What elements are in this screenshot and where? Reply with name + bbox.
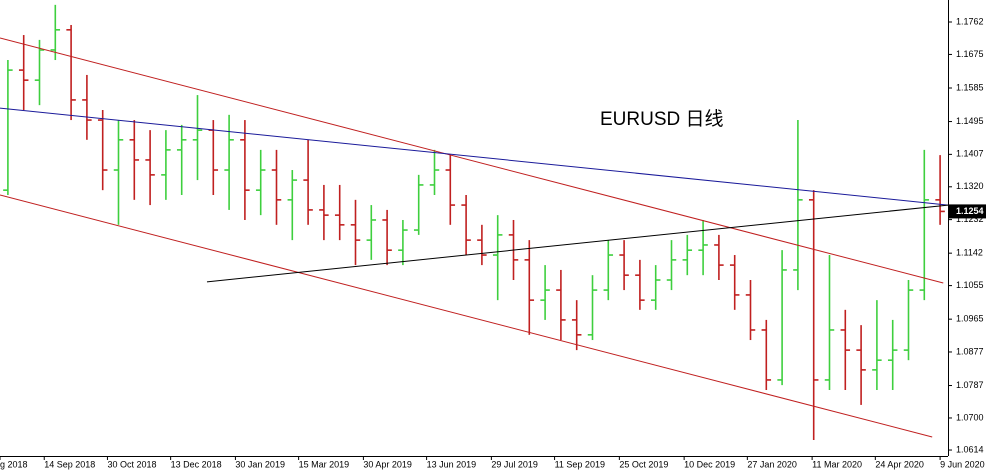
- y-tick-label: 1.1585: [956, 82, 984, 92]
- trend-line: [0, 194, 933, 438]
- x-tick-label: 30 Jan 2019: [235, 459, 285, 469]
- y-tick-label: 1.1232: [956, 214, 984, 224]
- x-tick-label: 30 Oct 2018: [107, 459, 156, 469]
- x-tick-label: 10 Dec 2019: [684, 459, 735, 469]
- current-price-box: [949, 204, 986, 219]
- x-tick-label: 9 Jun 2020: [940, 459, 985, 469]
- x-tick-label: 15 Mar 2019: [299, 459, 350, 469]
- x-tick-label: 11 Sep 2019: [555, 459, 605, 469]
- trend-line: [0, 107, 949, 206]
- y-tick-label: 1.1320: [956, 181, 984, 191]
- y-tick-label: 1.0700: [956, 412, 984, 422]
- x-tick-label: 13 Jun 2019: [427, 459, 477, 469]
- chart-annotation: EURUSD 日线: [600, 108, 724, 130]
- y-tick-label: 1.1142: [956, 248, 983, 258]
- y-tick-label: 1.0787: [956, 380, 984, 390]
- x-tick-label: 29 Jul 2019: [491, 459, 538, 469]
- x-tick-label: g 2018: [0, 459, 28, 469]
- x-tick-label: 30 Apr 2019: [363, 459, 412, 469]
- x-tick-label: 27 Jan 2020: [747, 459, 797, 469]
- y-tick-label: 1.1495: [956, 116, 984, 126]
- x-tick-label: 11 Mar 2020: [812, 459, 862, 469]
- x-tick-label: 24 Apr 2020: [875, 459, 924, 469]
- y-tick-label: 1.1407: [956, 149, 984, 159]
- trend-line: [206, 204, 949, 283]
- x-tick-label: 25 Oct 2019: [619, 459, 668, 469]
- current-price-label: 1.1254: [956, 206, 984, 216]
- x-tick-label: 13 Dec 2018: [171, 459, 222, 469]
- y-tick-label: 1.0965: [956, 314, 984, 324]
- trend-line: [0, 37, 944, 284]
- y-tick-label: 1.1762: [956, 16, 984, 26]
- y-tick-label: 1.1675: [956, 49, 984, 59]
- y-tick-label: 1.0877: [956, 346, 984, 356]
- y-tick-label: 1.0614: [956, 444, 984, 454]
- x-tick-label: 14 Sep 2018: [44, 459, 95, 469]
- y-tick-label: 1.1055: [956, 280, 984, 290]
